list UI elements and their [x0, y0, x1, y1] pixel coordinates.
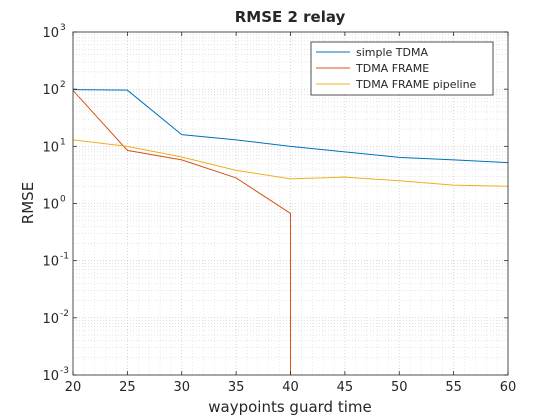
legend: simple TDMA TDMA FRAME TDMA FRAME pipeline	[310, 41, 494, 96]
x-tick-label: 60	[500, 380, 517, 395]
y-tick-label: 10	[42, 198, 59, 213]
x-tick-label: 20	[65, 380, 82, 395]
x-axis-label: waypoints guard time	[208, 398, 371, 416]
series-line-tdma-frame-pipeline	[73, 139, 508, 187]
x-tick-label: 45	[337, 380, 354, 395]
y-tick-exponent: 3	[60, 23, 66, 33]
series-line-simple-tdma	[73, 89, 508, 164]
y-tick-label: 10	[42, 255, 59, 270]
legend-entry-label: TDMA FRAME	[355, 62, 429, 75]
y-tick-label: 10	[42, 83, 59, 98]
y-tick-label: 10	[42, 312, 59, 327]
x-ticks: 20 25 30 35 40 45 50 55 60	[65, 32, 517, 395]
y-tick-label: 10	[42, 140, 59, 155]
y-tick-label: 10	[42, 369, 59, 384]
series-line-tdma-frame	[73, 90, 291, 375]
x-tick-label: 55	[445, 380, 462, 395]
x-tick-label: 50	[391, 380, 408, 395]
y-tick-exponent: -2	[60, 309, 69, 319]
legend-entry-label: simple TDMA	[356, 46, 428, 59]
chart-title: RMSE 2 relay	[235, 8, 346, 26]
legend-entry-label: TDMA FRAME pipeline	[355, 78, 477, 91]
y-tick-exponent: -1	[60, 252, 69, 262]
series-layer	[73, 89, 508, 375]
x-tick-label: 25	[119, 380, 136, 395]
x-tick-label: 35	[228, 380, 245, 395]
y-tick-exponent: 2	[60, 80, 66, 90]
x-tick-label: 40	[282, 380, 299, 395]
y-axis-label: RMSE	[19, 182, 37, 224]
y-tick-label: 10	[42, 26, 59, 41]
y-tick-exponent: -3	[60, 366, 69, 376]
y-tick-exponent: 0	[60, 195, 66, 205]
y-tick-exponent: 1	[60, 137, 66, 147]
x-tick-label: 30	[173, 380, 190, 395]
